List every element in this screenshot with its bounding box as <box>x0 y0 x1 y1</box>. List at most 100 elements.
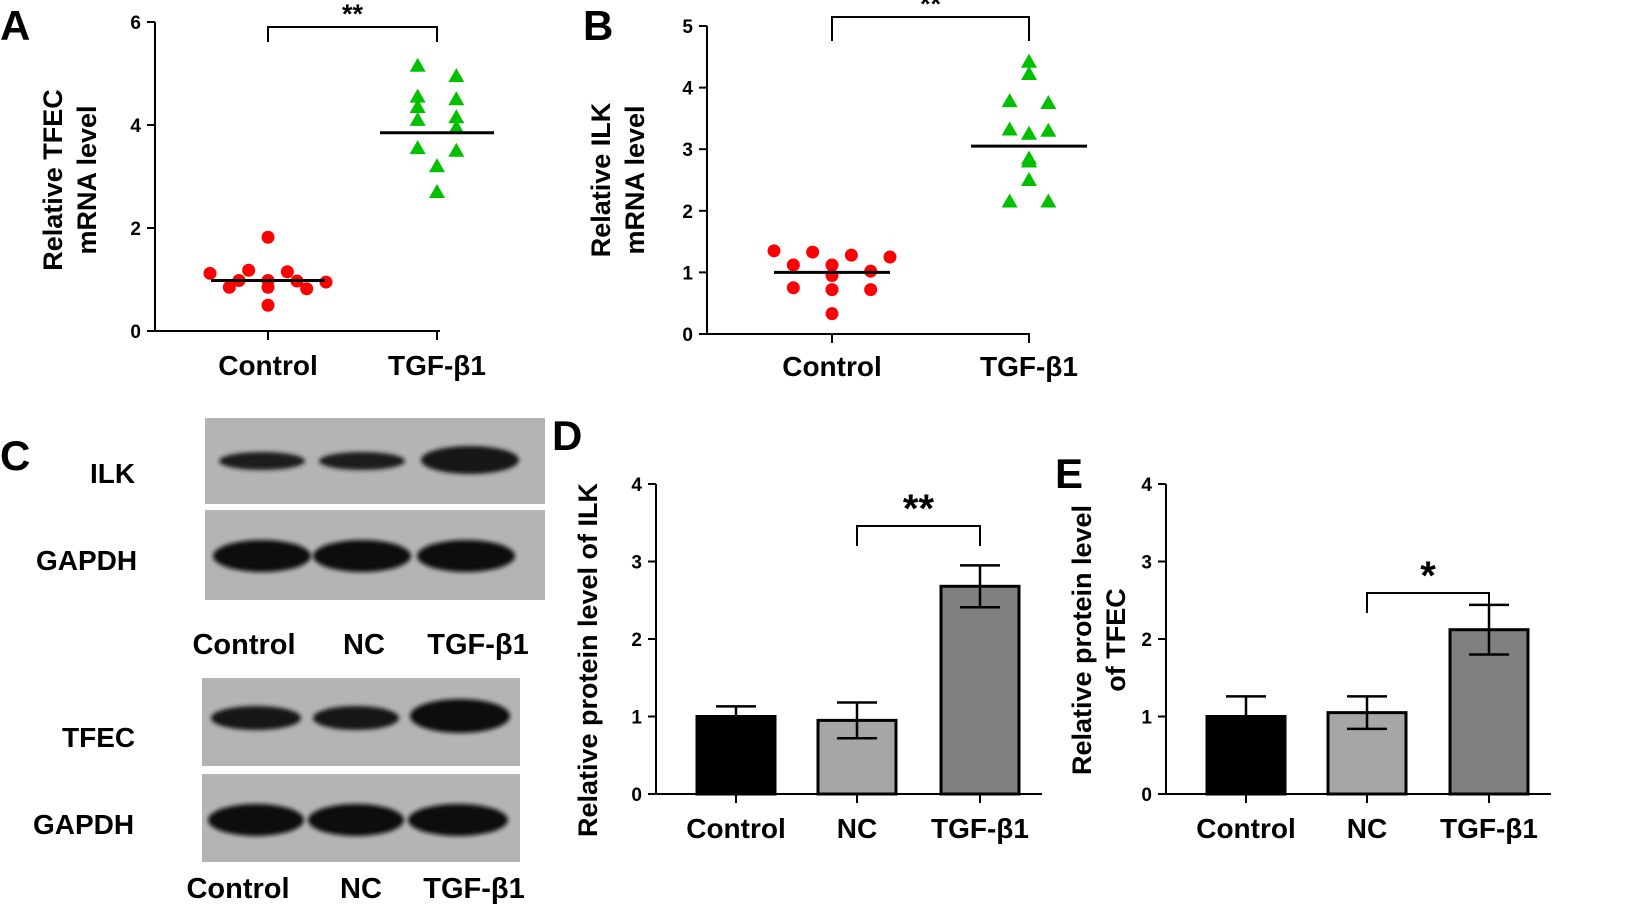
blot-band <box>410 699 510 733</box>
blot-row-label: TFEC <box>62 722 135 753</box>
blot-lane-label: TGF-β1 <box>427 629 528 661</box>
chart-b-point <box>1040 122 1057 137</box>
chart-b-y-tick-label: 2 <box>682 202 693 223</box>
chart-a-y-tick-label: 2 <box>130 219 141 240</box>
chart-a-point <box>222 280 236 294</box>
chart-a-point <box>261 230 275 244</box>
chart-d-y-tick-label: 1 <box>631 708 642 729</box>
chart-b-point <box>786 258 800 272</box>
chart-e-bar <box>1205 715 1287 796</box>
chart-e-y-tick-label: 4 <box>1141 475 1152 496</box>
chart-b-point <box>1001 93 1018 108</box>
chart-a-point <box>319 275 333 289</box>
chart-a-significance-bracket <box>267 26 438 42</box>
chart-d-bar <box>695 715 777 796</box>
chart-b-point <box>1001 121 1018 136</box>
blot-lane-label: NC <box>340 873 382 905</box>
chart-d-x-tick-label: Control <box>686 813 786 844</box>
chart-e-y-tick-label: 1 <box>1141 708 1152 729</box>
blot-row-label: GAPDH <box>36 545 137 576</box>
chart-b-point <box>1021 125 1037 140</box>
chart-b-significance-label: ** <box>920 0 942 19</box>
chart-b-significance-bracket <box>831 16 1030 41</box>
chart-d-x-tick-label: TGF-β1 <box>931 813 1029 844</box>
blot-lane-label: Control <box>186 873 289 905</box>
panel-label-d: D <box>552 412 582 459</box>
chart-e-significance-label: * <box>1420 554 1436 598</box>
chart-e-ylabel-line1: Relative protein level <box>1067 505 1097 775</box>
chart-d-y-tick-label: 3 <box>631 553 642 574</box>
chart-b-y-tick-label: 5 <box>682 17 693 38</box>
chart-b-ylabel-line1: Relative ILK <box>586 102 616 257</box>
chart-b-point <box>1040 193 1057 208</box>
chart-b-point <box>825 258 839 272</box>
chart-a-y-tick-label: 4 <box>130 116 141 137</box>
chart-a-significance-label: ** <box>342 0 364 29</box>
chart-b-point <box>1021 153 1037 168</box>
chart-e: Relative protein level of TFEC 0 1 2 3 4 Cont… <box>1067 475 1551 844</box>
chart-e-ylabel-line2: of TFEC <box>1101 588 1131 691</box>
blot-band <box>417 540 515 572</box>
panel-label-e: E <box>1055 450 1083 497</box>
chart-a-x-tick-label: Control <box>218 350 318 381</box>
panel-label-b: B <box>583 2 613 49</box>
chart-e-y-tick-label: 2 <box>1141 630 1152 651</box>
panel-label-a: A <box>0 2 30 49</box>
chart-a-y-tick-label: 0 <box>130 322 141 343</box>
western-blot: ILK GAPDH Control NC TGF-β1 TFEC GAPDH C… <box>33 418 545 905</box>
chart-b-point <box>1001 193 1018 208</box>
chart-b-point <box>1040 95 1057 109</box>
blot-band <box>421 446 519 474</box>
chart-b-point <box>864 283 878 297</box>
chart-a-point <box>409 111 426 126</box>
chart-b-point <box>1021 172 1037 186</box>
chart-a-point <box>242 263 256 277</box>
chart-b-point <box>806 245 820 259</box>
chart-b-ylabel-line2: mRNA level <box>620 105 650 254</box>
chart-b-x-tick-label: Control <box>782 351 882 382</box>
chart-e-bar <box>1448 628 1530 796</box>
chart-a-point <box>448 109 465 124</box>
chart-b-point <box>1021 53 1037 68</box>
chart-a-point <box>448 91 465 106</box>
chart-b-point <box>1021 66 1037 81</box>
chart-e-x-tick-label: NC <box>1347 813 1387 844</box>
blot-band <box>211 706 301 730</box>
chart-a-point <box>429 183 445 198</box>
chart-a-point <box>409 98 426 113</box>
chart-a-y-tick-label: 6 <box>130 13 141 34</box>
chart-b-point <box>825 307 839 321</box>
blot-lane-label: Control <box>192 629 295 661</box>
chart-b-y-tick-label: 3 <box>682 140 693 161</box>
chart-b-y-tick-label: 4 <box>682 79 693 100</box>
blot-band <box>408 804 508 836</box>
chart-a-point <box>448 119 465 134</box>
blot-row-label: GAPDH <box>33 809 134 840</box>
chart-e-y-tick-label: 0 <box>1141 785 1152 806</box>
chart-b-point <box>786 281 800 295</box>
chart-b-point <box>767 244 781 258</box>
chart-a-ylabel-line1: Relative TFEC <box>38 89 68 271</box>
chart-a-point <box>409 57 426 72</box>
chart-a: Relative TFEC mRNA level 0 2 4 6 Control TGF-… <box>38 0 494 381</box>
chart-b-point <box>844 248 858 262</box>
chart-a-point <box>429 158 445 173</box>
blot-band <box>319 452 405 470</box>
blot-lane-label: NC <box>343 629 385 661</box>
blot-row-label: ILK <box>90 458 135 489</box>
chart-a-point <box>261 298 275 312</box>
chart-b-x-tick-label: TGF-β1 <box>980 351 1078 382</box>
chart-d-x-tick-label: NC <box>837 813 877 844</box>
chart-e-y-tick-label: 3 <box>1141 553 1152 574</box>
chart-d-significance-label: ** <box>903 487 935 531</box>
chart-d-y-tick-label: 4 <box>631 475 642 496</box>
chart-a-x-tick-label: TGF-β1 <box>388 350 486 381</box>
chart-b-point <box>883 250 897 264</box>
chart-d-bar <box>939 584 1021 796</box>
chart-a-point <box>280 265 294 279</box>
blot-band <box>313 540 411 572</box>
blot-band <box>208 804 304 836</box>
blot-band <box>219 452 305 470</box>
chart-a-point <box>448 142 465 157</box>
chart-a-point <box>409 140 426 155</box>
